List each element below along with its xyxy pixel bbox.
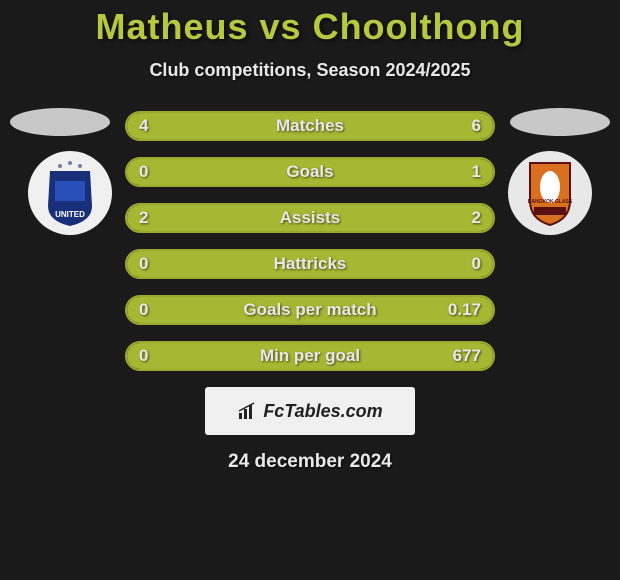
stat-value-right: 1 (472, 162, 481, 182)
club-badge-right: BANGKOK GLASS (500, 151, 600, 236)
stat-value-right: 6 (472, 116, 481, 136)
stat-row: 4Matches6 (125, 111, 495, 141)
stat-bars: 4Matches60Goals12Assists20Hattricks00Goa… (125, 111, 495, 371)
date-label: 24 december 2024 (0, 451, 620, 473)
club-badge-left: UNITED (20, 151, 120, 236)
svg-text:UNITED: UNITED (55, 210, 85, 219)
stat-value-right: 0 (472, 254, 481, 274)
stat-row: 0Goals1 (125, 157, 495, 187)
stat-row: 0Goals per match0.17 (125, 295, 495, 325)
stat-value-right: 2 (472, 208, 481, 228)
stat-row: 2Assists2 (125, 203, 495, 233)
club-crest-left-icon: UNITED (20, 151, 120, 236)
svg-text:BANGKOK GLASS: BANGKOK GLASS (528, 199, 573, 205)
comparison-container: Matheus vs Choolthong Club competitions,… (0, 0, 620, 473)
stat-row: 0Hattricks0 (125, 249, 495, 279)
content-area: UNITED BANGKOK GLASS 4Matches60Goals12As… (0, 111, 620, 473)
club-crest-right-icon: BANGKOK GLASS (500, 151, 600, 236)
footer-link[interactable]: FcTables.com (237, 401, 382, 422)
ellipse-left (10, 108, 110, 136)
stat-label: Goals (127, 162, 493, 182)
stat-label: Min per goal (127, 346, 493, 366)
ellipse-right (510, 108, 610, 136)
stat-label: Assists (127, 208, 493, 228)
stat-label: Goals per match (127, 300, 493, 320)
stat-label: Matches (127, 116, 493, 136)
page-title: Matheus vs Choolthong (0, 0, 620, 48)
footer-badge[interactable]: FcTables.com (205, 387, 415, 435)
stat-row: 0Min per goal677 (125, 341, 495, 371)
stat-value-right: 677 (453, 346, 481, 366)
page-subtitle: Club competitions, Season 2024/2025 (0, 60, 620, 81)
chart-icon (237, 401, 257, 421)
footer-label: FcTables.com (263, 401, 382, 422)
stat-value-right: 0.17 (448, 300, 481, 320)
stat-label: Hattricks (127, 254, 493, 274)
